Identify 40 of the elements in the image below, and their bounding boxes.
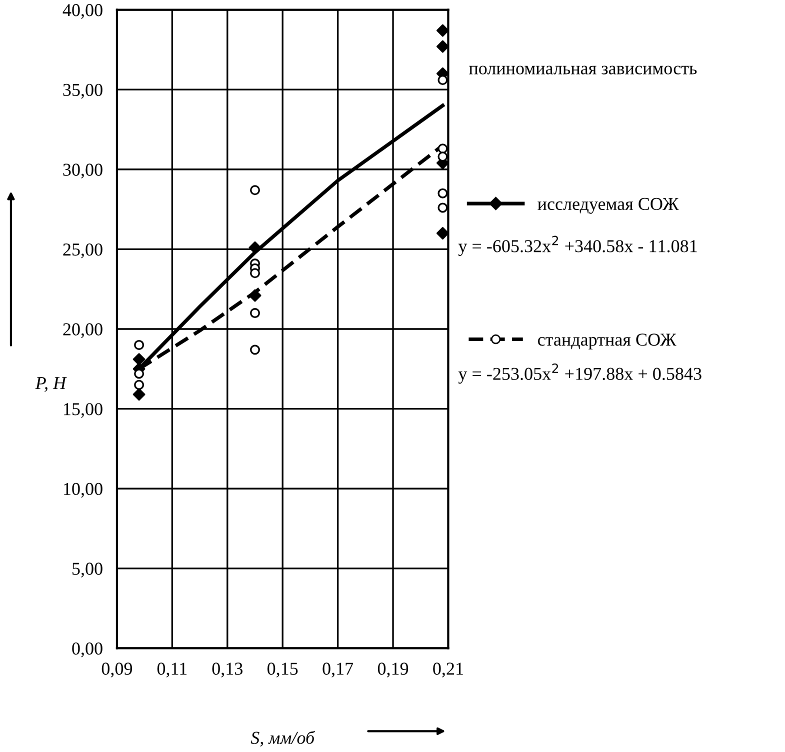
- y-tick-label: 0,00: [72, 642, 102, 658]
- text: y = -253.05x$^{2}$ +197.88x + 0.5843: [458, 363, 702, 384]
- y-tick-label: 25,00: [63, 243, 102, 258]
- text: y = -605.32x$^{2}$ +340.58x - 11.081: [458, 236, 697, 256]
- y-tick-label: 20,00: [63, 323, 102, 338]
- x-tick-label: 0,13: [212, 662, 242, 678]
- x-tick-label: 0,09: [102, 662, 132, 678]
- point: [250, 308, 260, 318]
- point: [438, 75, 448, 86]
- x-axis-title: S, мм/об: [250, 730, 316, 747]
- point: [250, 185, 260, 196]
- y-tick-label: 35,00: [63, 84, 102, 99]
- point: [250, 344, 260, 355]
- point: [134, 380, 144, 390]
- point: [438, 202, 448, 213]
- point: [438, 152, 448, 162]
- point: [436, 24, 448, 37]
- y-tick-label: 30,00: [63, 164, 102, 178]
- legend-label: исследуемая СОЖ: [538, 198, 679, 214]
- y-tick-label: 40,00: [62, 4, 102, 19]
- legend-label: стандартная СОЖ: [538, 334, 676, 350]
- x-tick-label: 0,21: [433, 662, 463, 678]
- point: [436, 227, 448, 240]
- x-tick-label: 0,11: [157, 662, 187, 678]
- x-tick-label: 0,19: [378, 662, 408, 678]
- point: [132, 388, 146, 401]
- y-axis-title: P, H: [35, 377, 67, 392]
- point: [134, 340, 144, 350]
- point: [250, 268, 260, 278]
- legend-title: полиномиальная зависимость: [469, 66, 697, 74]
- y-tick-label: 10,00: [64, 482, 102, 498]
- point: [438, 188, 448, 198]
- point: [436, 40, 448, 53]
- y-tick-label: 5,00: [72, 562, 102, 578]
- point: [132, 353, 146, 366]
- x-tick-label: 0,17: [322, 662, 354, 678]
- point: [134, 368, 144, 379]
- y-tick-label: 15,00: [64, 403, 102, 418]
- point: [438, 144, 448, 154]
- x-tick-label: 0,15: [267, 662, 298, 678]
